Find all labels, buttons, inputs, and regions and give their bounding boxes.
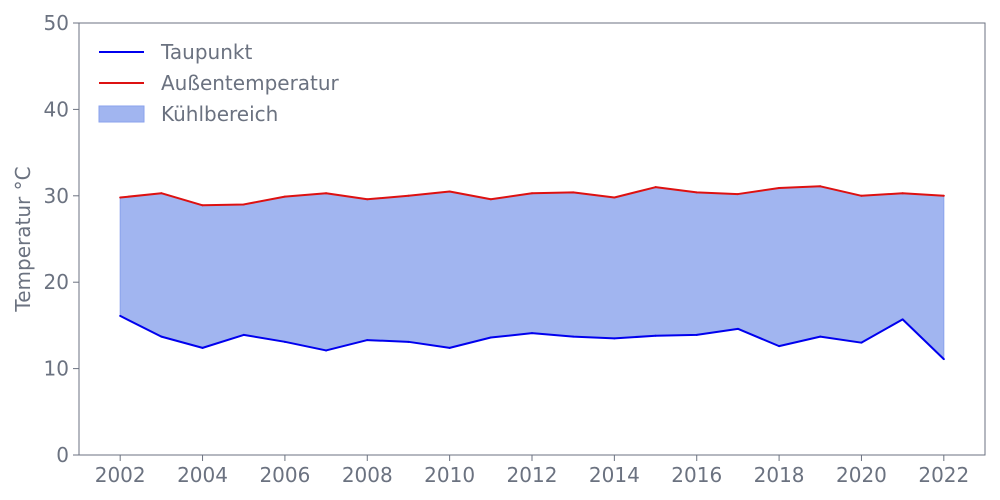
data-point-s1-2002 <box>119 314 122 317</box>
x-tick-label-2018: 2018 <box>754 463 805 487</box>
data-point-s2-2020 <box>860 194 863 197</box>
legend-swatch-fill <box>98 105 145 123</box>
y-tick-label-20: 20 <box>44 270 69 294</box>
data-point-s2-2018 <box>778 187 781 190</box>
data-point-s1-2011 <box>489 336 492 339</box>
data-point-s2-2009 <box>407 194 410 197</box>
x-tick-label-2002: 2002 <box>95 463 146 487</box>
x-tick-label-2010: 2010 <box>424 463 475 487</box>
data-point-s2-2010 <box>448 190 451 193</box>
data-point-s2-2007 <box>325 192 328 195</box>
data-point-s1-2006 <box>283 340 286 343</box>
data-point-s1-2005 <box>242 333 245 336</box>
data-point-s2-2014 <box>613 196 616 199</box>
data-point-s1-2003 <box>160 335 163 338</box>
data-point-s1-2022 <box>942 358 945 361</box>
data-point-s2-2011 <box>489 198 492 201</box>
data-point-s2-2002 <box>119 196 122 199</box>
data-point-s1-2015 <box>654 334 657 337</box>
data-point-s1-2010 <box>448 346 451 349</box>
data-point-s2-2005 <box>242 203 245 206</box>
data-point-s2-2015 <box>654 186 657 189</box>
x-tick-label-2008: 2008 <box>342 463 393 487</box>
data-point-s1-2019 <box>819 335 822 338</box>
data-point-s1-2017 <box>736 327 739 330</box>
data-point-s2-2017 <box>736 193 739 196</box>
data-point-s2-2012 <box>531 192 533 195</box>
y-axis-label: Temperatur °C <box>11 166 35 312</box>
data-point-s2-2016 <box>695 191 698 194</box>
y-tick-label-50: 50 <box>44 11 69 35</box>
y-axis: 0 10 20 30 40 50 <box>44 11 79 467</box>
x-tick-label-2006: 2006 <box>259 463 310 487</box>
data-point-s1-2009 <box>407 340 410 343</box>
data-point-s2-2003 <box>160 192 163 195</box>
x-tick-label-2022: 2022 <box>918 463 969 487</box>
line-layer <box>119 185 945 361</box>
x-tick-label-2020: 2020 <box>836 463 887 487</box>
data-point-s2-2013 <box>572 191 575 194</box>
data-point-s2-2006 <box>283 195 286 198</box>
legend-label-2: Außentemperatur <box>161 71 340 95</box>
x-axis: 2002 2004 2006 2008 2010 2012 2014 2016 2018 2020… <box>95 455 969 487</box>
y-tick-label-0: 0 <box>56 443 69 467</box>
data-point-s1-2008 <box>366 339 369 342</box>
legend-label-1: Taupunkt <box>160 40 252 64</box>
data-point-s2-2008 <box>366 198 369 201</box>
data-point-s1-2012 <box>531 332 533 335</box>
data-point-s1-2016 <box>695 333 698 336</box>
data-point-s1-2020 <box>860 341 863 344</box>
data-point-s1-2018 <box>778 345 781 348</box>
x-tick-label-2012: 2012 <box>507 463 558 487</box>
data-point-s2-2022 <box>942 194 945 197</box>
data-point-s2-2019 <box>819 185 822 188</box>
legend: Taupunkt Außentemperatur Kühlbereich <box>98 40 340 126</box>
data-point-s2-2021 <box>901 192 904 195</box>
x-tick-label-2004: 2004 <box>177 463 228 487</box>
data-point-s1-2021 <box>901 318 904 321</box>
data-point-s1-2007 <box>325 349 328 352</box>
legend-label-fill: Kühlbereich <box>161 102 278 126</box>
data-point-s1-2004 <box>201 346 204 349</box>
y-tick-label-40: 40 <box>44 97 69 121</box>
data-point-s2-2004 <box>201 204 204 207</box>
data-point-s1-2014 <box>613 337 616 340</box>
x-tick-label-2016: 2016 <box>671 463 722 487</box>
x-tick-label-2014: 2014 <box>589 463 640 487</box>
data-point-s1-2013 <box>572 335 575 338</box>
y-tick-label-30: 30 <box>44 184 69 208</box>
y-tick-label-10: 10 <box>44 357 69 381</box>
